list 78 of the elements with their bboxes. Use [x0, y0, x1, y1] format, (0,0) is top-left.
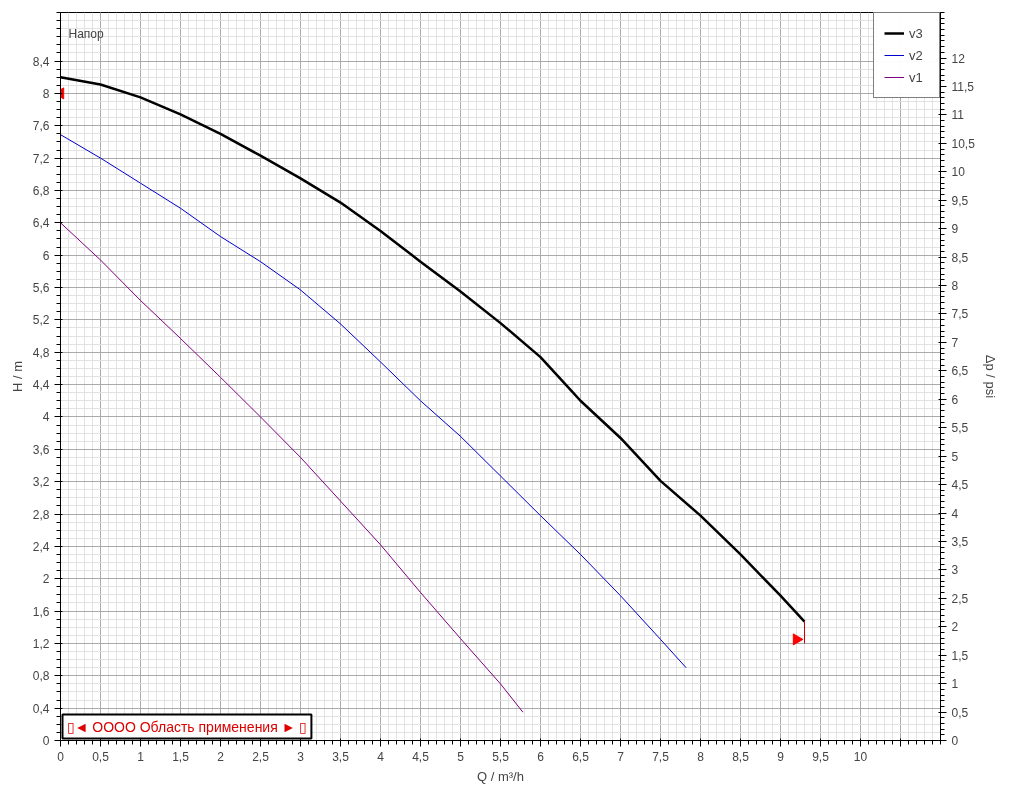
y-tick-label: 0,8 — [32, 669, 50, 684]
annotation: ▯◄ OOOO Область применения ► ▯ — [66, 718, 308, 735]
x-tick-label: 4 — [377, 749, 385, 764]
y2-tick-label: 10,5 — [951, 136, 976, 151]
x-tick-label: 9,5 — [812, 749, 830, 764]
y-tick-label: 5,6 — [32, 281, 50, 296]
y-tick-label: 6 — [42, 248, 50, 263]
x-axis-title: Q / m³/h — [477, 768, 524, 784]
y2-tick-label: 9,5 — [951, 193, 969, 208]
y2-tick-label: 6,5 — [951, 364, 969, 379]
y2-tick-label: 1 — [951, 677, 959, 692]
y-tick-label: 3,6 — [32, 442, 50, 457]
y-tick-label: 6,8 — [32, 183, 50, 198]
y2-tick-label: 0,5 — [951, 705, 969, 720]
text: Напор — [68, 26, 105, 41]
y2-tick-label: 1,5 — [951, 648, 969, 663]
x-tick-label: 6 — [537, 749, 545, 764]
y2-tick-label: 3,5 — [951, 534, 969, 549]
y2-tick-label: 10 — [951, 165, 966, 180]
y-tick-label: 4 — [42, 410, 50, 425]
y2-tick-label: 5 — [951, 449, 959, 464]
y2-axis-title: Δp / psi — [982, 354, 998, 399]
x-tick-label: 3,5 — [332, 749, 350, 764]
y-tick-label: 6,4 — [32, 216, 50, 231]
legend-label: v3 — [909, 25, 924, 41]
y-tick-label: 1,6 — [32, 604, 50, 619]
y2-tick-label: 11,5 — [951, 79, 975, 94]
x-tick-label: 2,5 — [252, 749, 270, 764]
y2-tick-label: 3 — [951, 563, 959, 578]
y-tick-label: 2,8 — [32, 507, 50, 522]
y2-tick-label: 8 — [951, 279, 959, 293]
x-tick-label: 1 — [137, 749, 145, 764]
y2-tick-label: 7 — [951, 335, 959, 350]
y2-tick-label: 6 — [951, 392, 959, 407]
y2-tick-label: 5,5 — [951, 421, 969, 436]
x-tick-label: 5 — [457, 749, 465, 764]
x-tick-label: 0 — [57, 749, 65, 764]
x-tick-label: 8,5 — [732, 749, 750, 764]
y-tick-label: 4,8 — [32, 345, 50, 360]
y2-tick-label: 0 — [951, 734, 959, 748]
y-tick-label: 8 — [42, 86, 50, 101]
x-tick-label: 7 — [617, 749, 625, 764]
y2-tick-label: 12 — [951, 51, 966, 66]
x-tick-label: 4,5 — [412, 749, 430, 764]
x-tick-label: 8 — [697, 749, 705, 764]
y2-tick-label: 4,5 — [951, 478, 969, 493]
y-tick-label: 2,4 — [32, 539, 50, 554]
x-tick-label: 9 — [777, 749, 785, 764]
legend-label: v1 — [909, 69, 924, 85]
line-series — [60, 222, 524, 713]
y2-tick-label: 9 — [951, 222, 959, 237]
x-tick-label: 6,5 — [572, 749, 590, 764]
x-tick-label: 10 — [853, 749, 868, 764]
x-tick-label: 0,5 — [92, 749, 110, 764]
y-axis-title: H / m — [9, 360, 25, 393]
y2-tick-label: 7,5 — [951, 307, 969, 322]
y-tick-label: 2 — [42, 572, 50, 587]
y-tick-label: 1,2 — [32, 636, 50, 651]
y-tick-label: 7,2 — [32, 151, 50, 166]
y-tick-label: 5,2 — [32, 313, 50, 328]
y-tick-label: 0,4 — [32, 701, 50, 716]
y2-tick-label: 2,5 — [951, 591, 969, 606]
x-tick-label: 1,5 — [172, 749, 190, 764]
y-tick-label: 0 — [42, 734, 50, 748]
x-tick-label: 2 — [217, 749, 225, 764]
line-series — [60, 134, 687, 669]
y2-tick-label: 2 — [951, 620, 959, 635]
x-tick-label: 7,5 — [652, 749, 670, 764]
y-tick-label: 4,4 — [32, 378, 50, 393]
y-tick-label: 3,2 — [32, 475, 50, 490]
y2-tick-label: 11 — [951, 108, 965, 123]
legend-label: v2 — [909, 47, 924, 63]
y-tick-label: 7,6 — [32, 119, 50, 134]
y2-tick-label: 8,5 — [951, 250, 969, 265]
x-tick-label: 5,5 — [492, 749, 510, 764]
y-tick-label: 8,4 — [32, 54, 50, 69]
y2-tick-label: 4 — [951, 506, 959, 521]
x-tick-label: 3 — [297, 749, 305, 764]
